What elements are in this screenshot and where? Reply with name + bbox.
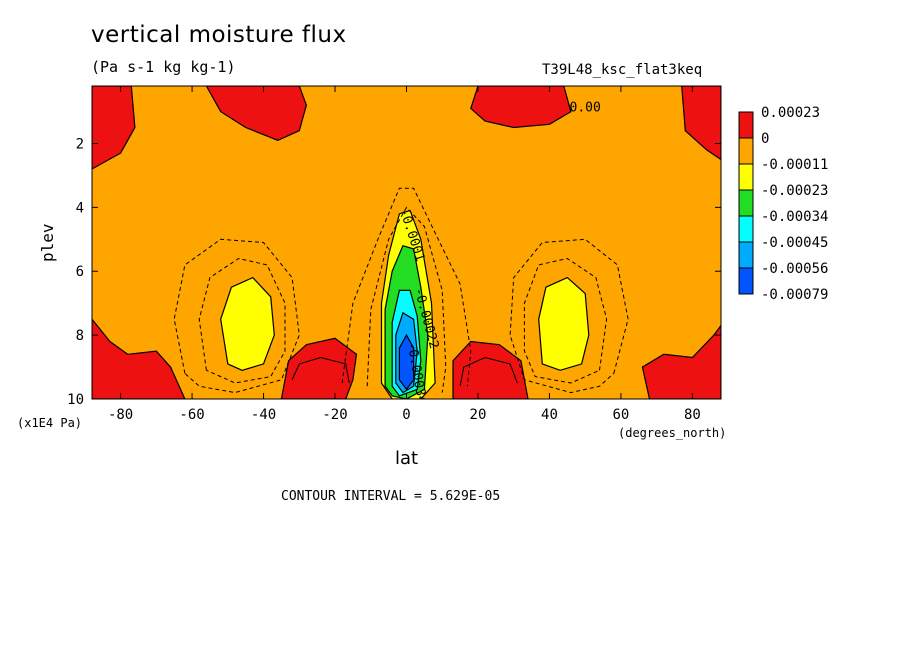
y-tick-label-4: 10 [67, 392, 84, 408]
contour-region-8 [220, 276, 275, 371]
x-tick-label-1: -60 [179, 407, 204, 423]
contour-region-1 [205, 86, 308, 141]
axes: -80 -60 -40 -20 0 20 40 60 80 2 4 6 8 10 [67, 86, 721, 423]
x-tick-label-6: 40 [541, 407, 558, 423]
legend-swatch-2 [738, 163, 754, 191]
legend-label-1: 0 [761, 131, 769, 147]
x-axis-label: lat [395, 448, 419, 469]
solid-contour-0 [291, 356, 350, 384]
y-tick-label-0: 2 [76, 136, 84, 152]
contour-region-9 [538, 276, 590, 371]
x-tick-label-0: -80 [108, 407, 133, 423]
dashed-contour-2 [509, 238, 629, 394]
contour-region-4 [92, 318, 186, 399]
x-tick-label-4: 0 [402, 407, 410, 423]
dashed-contour-0 [173, 238, 300, 394]
x-tick-label-3: -20 [322, 407, 347, 423]
dashed-contour-4 [341, 187, 472, 387]
chart-title: vertical moisture flux [91, 22, 347, 48]
contour-region-6 [452, 340, 529, 399]
legend-label-7: -0.00079 [761, 287, 828, 303]
legend-swatch-1 [738, 137, 754, 165]
x-tick-label-8: 80 [684, 407, 701, 423]
contour-label-0: 0.00 [570, 101, 601, 116]
legend-label-4: -0.00034 [761, 209, 828, 225]
contour-region-3 [681, 86, 721, 161]
legend-swatch-4 [738, 215, 754, 243]
chart-units: (Pa s-1 kg kg-1) [91, 58, 236, 76]
contour-region-5 [280, 337, 358, 399]
dashed-contour-5 [366, 206, 447, 393]
color-legend: 0.00023 0 -0.00011 -0.00023 -0.00034 -0.00045… [738, 105, 828, 303]
y-tick-label-3: 8 [76, 328, 84, 344]
dashed-contour-3 [523, 257, 608, 384]
x-tick-label-7: 60 [613, 407, 630, 423]
legend-swatch-6 [738, 267, 754, 295]
y-tick-label-2: 6 [76, 264, 84, 280]
legend-label-6: -0.00056 [761, 261, 828, 277]
x-tick-label-2: -40 [251, 407, 276, 423]
legend-label-0: 0.00023 [761, 105, 820, 121]
legend-label-3: -0.00023 [761, 183, 828, 199]
contour-region-0 [92, 86, 136, 170]
legend-swatch-3 [738, 189, 754, 217]
legend-swatch-0 [738, 111, 754, 139]
dashed-contour-1 [198, 257, 286, 384]
contour-region-7 [641, 324, 721, 399]
contour-fills [92, 86, 721, 399]
contour-region-2 [470, 86, 572, 129]
x-axis-units: (degrees_north) [618, 426, 727, 440]
y-tick-label-1: 4 [76, 200, 84, 216]
contour-region-14 [398, 333, 415, 391]
x-tick-label-5: 20 [470, 407, 487, 423]
legend-label-2: -0.00011 [761, 157, 828, 173]
y-axis-units: (x1E4 Pa) [17, 416, 83, 430]
run-id: T39L48_ksc_flat3keq [542, 62, 703, 78]
solid-contour-1 [459, 356, 518, 387]
legend-swatch-5 [738, 241, 754, 269]
legend-label-5: -0.00045 [761, 235, 828, 251]
contour-interval: CONTOUR INTERVAL = 5.629E-05 [281, 489, 501, 504]
